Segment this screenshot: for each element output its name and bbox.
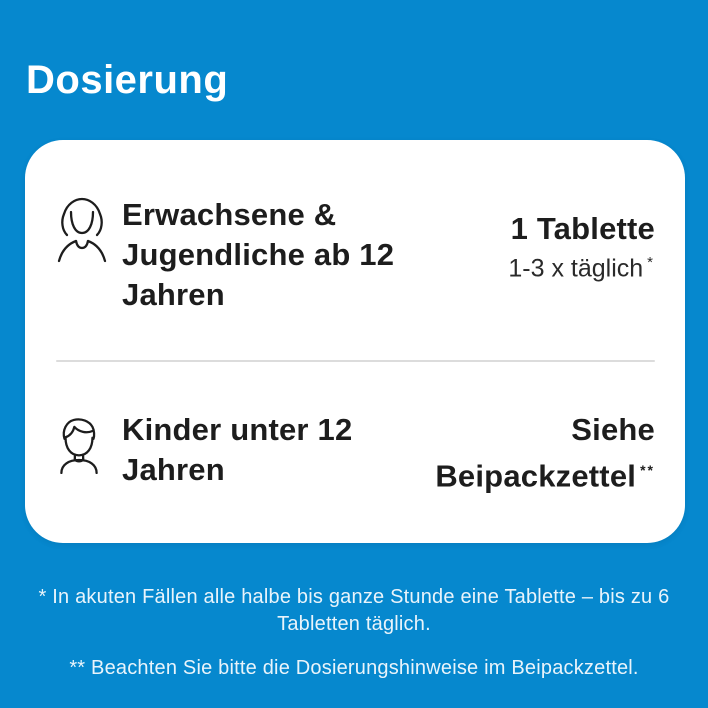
dose-text: Siehe Beipackzettel [435,412,655,494]
dose-amount: 1 Tablette [510,211,655,246]
audience-label: Erwachsene & Jugendliche ab 12 Jahren [122,197,395,312]
dose-amount: Siehe Beipackzettel ** [414,410,655,496]
dose-frequency: 1-3 x täglich * [414,248,655,283]
audience-label: Kinder unter 12 Jahren [122,412,353,487]
dose-value: 1 Tablette 1-3 x täglich * [414,195,655,283]
footnote-acute-cases: * In akuten Fällen alle halbe bis ganze … [38,586,670,635]
dosage-card: Erwachsene & Jugendliche ab 12 Jahren 1 … [25,140,685,543]
footnote-leaflet: ** Beachten Sie bitte die Dosierungshinw… [69,657,639,679]
dosage-row-adults: Erwachsene & Jugendliche ab 12 Jahren 1 … [56,195,655,315]
dosage-row-children: Kinder unter 12 Jahren Siehe Beipackzett… [56,410,655,496]
footnote-marker: ** [640,462,655,478]
footnote-marker: * [647,254,655,271]
row-divider [56,360,655,362]
page-title: Dosierung [26,58,229,102]
frequency-text: 1-3 x täglich [508,254,644,283]
child-icon [56,410,122,474]
dose-value: Siehe Beipackzettel ** [414,410,655,496]
adult-woman-icon [56,195,122,263]
